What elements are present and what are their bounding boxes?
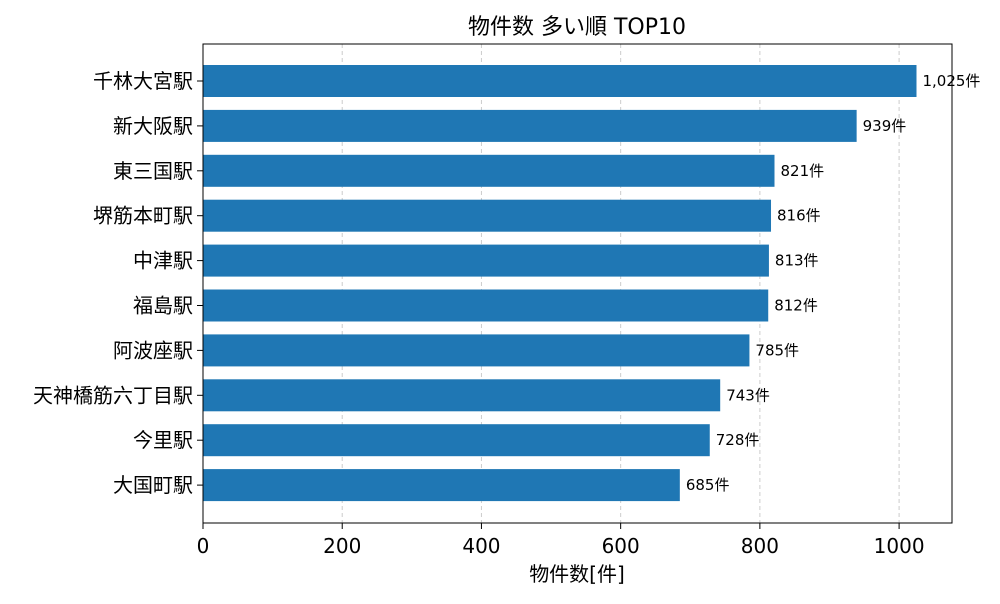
bar [203,469,680,502]
category-label: 阿波座駅 [113,338,193,362]
bar [203,244,769,277]
bar-value-label: 813件 [775,252,819,270]
bar [203,424,710,457]
axes-layer [197,43,953,529]
category-label: 中津駅 [133,249,193,273]
bar [203,199,772,232]
chart-title: 物件数 多い順 TOP10 [468,15,686,40]
category-label: 今里駅 [133,428,193,452]
bar-value-label: 812件 [774,297,818,315]
category-label: 千林大宮駅 [93,69,193,93]
x-tick-label: 400 [462,534,500,558]
bar-value-label: 785件 [755,341,799,359]
bar [203,289,769,322]
bar [203,109,857,142]
bar-value-label: 743件 [726,386,770,404]
bar [203,334,750,367]
category-label: 新大阪駅 [113,114,193,138]
category-label: 堺筋本町駅 [93,204,193,228]
bar-value-label: 939件 [863,117,907,135]
bar-value-label: 685件 [686,476,730,494]
category-label: 大国町駅 [113,473,193,497]
x-tick-label: 600 [602,534,640,558]
bar [203,65,917,97]
bar-value-label: 1,025件 [922,72,980,90]
bar [203,154,775,187]
x-tick-label: 200 [323,534,361,558]
x-tick-label: 0 [197,534,210,558]
plot-frame [202,43,953,524]
x-axis-label: 物件数[件] [529,562,625,586]
x-tick-label: 800 [741,534,779,558]
x-tick-label: 1000 [874,534,925,558]
bar-value-label: 821件 [780,162,824,180]
category-label: 福島駅 [133,294,193,318]
category-label: 東三国駅 [113,159,193,183]
category-label: 天神橋筋六丁目駅 [33,383,193,407]
bar-value-label: 728件 [716,431,760,449]
bars-layer [203,65,917,502]
bar [203,379,721,412]
bar-value-label: 816件 [777,207,821,225]
